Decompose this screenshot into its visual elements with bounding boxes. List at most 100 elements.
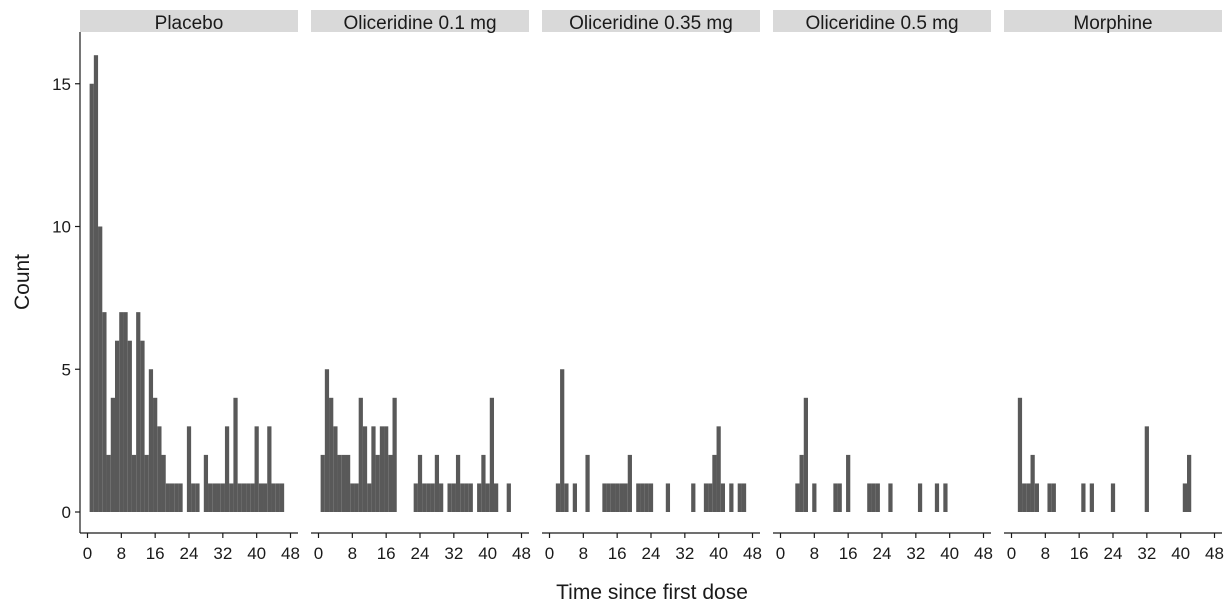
histogram-bar xyxy=(237,483,242,512)
x-tick-label: 16 xyxy=(839,544,858,563)
histogram-bar xyxy=(799,454,804,512)
histogram-bar xyxy=(216,483,221,512)
histogram-bar xyxy=(1026,483,1031,512)
facet-strip-label: Morphine xyxy=(1073,13,1152,34)
histogram-bar xyxy=(354,483,359,512)
histogram-bar xyxy=(606,483,611,512)
histogram-bar xyxy=(636,483,641,512)
x-tick-label: 40 xyxy=(940,544,959,563)
histogram-bar xyxy=(943,483,948,512)
x-tick-label: 24 xyxy=(642,544,661,563)
facet-strip-label: Oliceridine 0.1 mg xyxy=(343,13,496,34)
histogram-bar xyxy=(250,483,255,512)
histogram-bar xyxy=(1051,483,1056,512)
histogram-bar xyxy=(233,397,238,512)
histogram-bar xyxy=(833,483,838,512)
y-tick-label: 15 xyxy=(52,75,71,94)
x-tick-label: 48 xyxy=(512,544,531,563)
facet-strip xyxy=(773,10,991,32)
histogram-bar xyxy=(494,483,499,512)
histogram-bar xyxy=(489,397,495,512)
histogram-bar xyxy=(123,312,128,512)
facet-strip xyxy=(1004,10,1222,32)
histogram-bar xyxy=(178,483,183,512)
x-tick-label: 48 xyxy=(974,544,993,563)
facet-strip-label: Oliceridine 0.5 mg xyxy=(805,13,958,34)
histogram-bar xyxy=(329,397,334,512)
histogram-bar xyxy=(623,483,628,512)
histogram-bar xyxy=(846,454,851,512)
histogram-bar xyxy=(1081,483,1086,512)
x-tick-label: 0 xyxy=(1007,544,1016,563)
histogram-bar xyxy=(161,454,166,512)
histogram-bar xyxy=(729,483,734,512)
y-tick-label: 10 xyxy=(52,218,71,237)
x-tick-label: 24 xyxy=(180,544,199,563)
histogram-bar xyxy=(648,483,654,512)
histogram-bar xyxy=(572,483,577,512)
histogram-bar xyxy=(195,483,200,512)
histogram-bar xyxy=(114,340,120,512)
histogram-bar xyxy=(136,312,141,512)
histogram-bar xyxy=(468,483,473,512)
histogram-bar xyxy=(271,483,276,512)
histogram-bar xyxy=(1187,454,1192,512)
x-tick-label: 40 xyxy=(478,544,497,563)
x-tick-label: 8 xyxy=(117,544,126,563)
histogram-bar xyxy=(585,454,590,512)
histogram-bar xyxy=(439,483,444,512)
histogram-bar xyxy=(153,397,158,512)
histogram-bar xyxy=(803,397,808,512)
histogram-bar xyxy=(1034,483,1039,512)
histogram-bar xyxy=(795,483,800,512)
x-tick-label: 8 xyxy=(348,544,357,563)
histogram-bar xyxy=(263,483,268,512)
x-axis-title: Time since first dose xyxy=(556,581,748,604)
x-tick-label: 0 xyxy=(545,544,554,563)
x-tick-label: 8 xyxy=(810,544,819,563)
histogram-bar xyxy=(703,483,709,512)
histogram-bar xyxy=(208,483,213,512)
histogram-bar xyxy=(934,483,940,512)
histogram-bar xyxy=(375,454,380,512)
histogram-bar xyxy=(106,454,111,512)
histogram-bar xyxy=(460,483,465,512)
x-tick-label: 24 xyxy=(873,544,892,563)
histogram-bar xyxy=(371,426,376,512)
histogram-bar xyxy=(320,454,325,512)
histogram-bar xyxy=(241,483,247,512)
histogram-bar xyxy=(602,483,607,512)
histogram-bar xyxy=(246,483,251,512)
y-axis-title: Count xyxy=(11,254,34,310)
x-tick-label: 48 xyxy=(281,544,300,563)
histogram-bar xyxy=(1089,483,1094,512)
histogram-bar xyxy=(555,483,561,512)
x-tick-label: 32 xyxy=(906,544,925,563)
histogram-bar xyxy=(691,483,696,512)
x-tick-label: 48 xyxy=(743,544,762,563)
x-tick-label: 24 xyxy=(411,544,430,563)
histogram-bar xyxy=(1144,426,1149,512)
histogram-bar xyxy=(564,483,569,512)
histogram-bar xyxy=(324,369,330,512)
histogram-bar xyxy=(258,483,264,512)
histogram-bar xyxy=(102,312,107,512)
x-tick-label: 32 xyxy=(1137,544,1156,563)
histogram-bar xyxy=(871,483,876,512)
histogram-bar xyxy=(737,483,742,512)
x-tick-label: 32 xyxy=(444,544,463,563)
facet-strip xyxy=(542,10,760,32)
histogram-bar xyxy=(417,454,423,512)
facet-strip-label: Placebo xyxy=(155,13,224,34)
histogram-bar xyxy=(1047,483,1052,512)
histogram-bar xyxy=(203,454,209,512)
y-tick-label: 0 xyxy=(62,503,71,522)
histogram-bar xyxy=(1030,454,1035,512)
histogram-bar xyxy=(384,426,389,512)
histogram-bar xyxy=(708,483,713,512)
histogram-bar xyxy=(888,483,893,512)
histogram-bar xyxy=(337,454,342,512)
facet-strip-label: Oliceridine 0.35 mg xyxy=(569,13,733,34)
histogram-bar xyxy=(367,483,372,512)
